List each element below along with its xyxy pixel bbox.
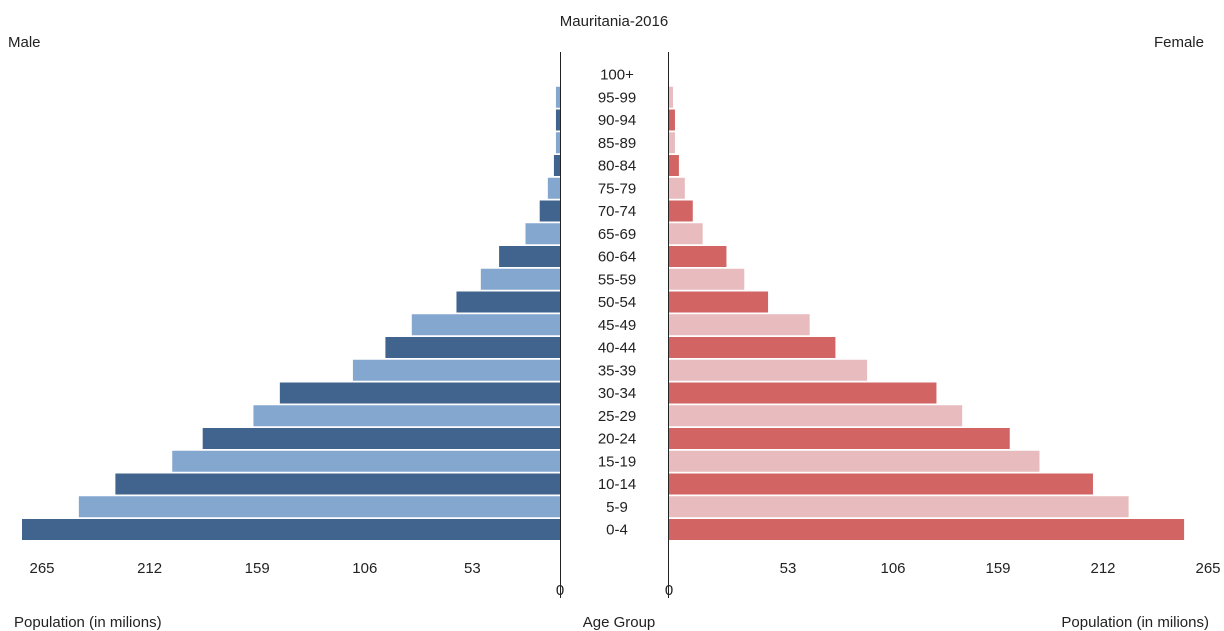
female-bar-55-59 (669, 268, 745, 290)
male-bar-45-49 (411, 314, 560, 336)
age-group-label: 60-64 (598, 249, 636, 266)
x-tick-label-right: 212 (1090, 560, 1115, 577)
male-bar-35-39 (352, 359, 560, 381)
female-bar-95-99 (669, 86, 673, 108)
x-tick-label-right: 106 (880, 560, 905, 577)
male-bar-30-34 (279, 382, 560, 404)
center-axis-label: Age Group (583, 614, 656, 631)
female-bar-80-84 (669, 155, 679, 176)
age-group-label: 50-54 (598, 294, 636, 311)
age-group-label: 70-74 (598, 203, 636, 220)
x-axis-label-right: Population (in milions) (1061, 614, 1209, 631)
female-bar-70-74 (669, 200, 693, 222)
male-bar-95-99 (555, 86, 560, 108)
x-tick-label-left: 53 (464, 560, 481, 577)
female-bar-60-64 (669, 246, 727, 267)
x-tick-label-left: 0 (556, 582, 564, 599)
female-bar-50-54 (669, 291, 769, 313)
x-tick-label-left: 265 (29, 560, 54, 577)
x-tick-label-right: 159 (985, 560, 1010, 577)
female-bar-10-14 (669, 473, 1093, 495)
male-bar-20-24 (202, 428, 560, 449)
female-bar-35-39 (669, 359, 868, 381)
male-bar-10-14 (115, 473, 561, 495)
x-tick-label-right: 53 (780, 560, 797, 577)
female-bar-90-94 (669, 109, 675, 131)
age-group-label: 5-9 (606, 499, 628, 516)
age-group-label: 95-99 (598, 89, 636, 106)
male-bar-70-74 (539, 200, 560, 222)
male-bar-65-69 (525, 223, 560, 245)
female-bar-0-4 (669, 519, 1185, 540)
age-group-label: 90-94 (598, 112, 636, 129)
female-bar-20-24 (669, 428, 1010, 449)
male-bar-80-84 (553, 155, 560, 176)
female-bar-25-29 (669, 405, 963, 427)
age-group-label: 45-49 (598, 317, 636, 334)
age-group-label: 0-4 (606, 522, 628, 539)
x-tick-label-right: 265 (1195, 560, 1220, 577)
female-bar-85-89 (669, 132, 675, 154)
female-bar-65-69 (669, 223, 703, 245)
age-group-label: 80-84 (598, 158, 636, 175)
male-bar-50-54 (456, 291, 560, 313)
male-label: Male (8, 34, 41, 51)
male-bar-25-29 (253, 405, 560, 427)
x-tick-label-left: 159 (245, 560, 270, 577)
age-group-label: 30-34 (598, 385, 636, 402)
x-tick-label-left: 212 (137, 560, 162, 577)
male-bar-75-79 (547, 177, 560, 199)
female-bar-5-9 (669, 496, 1129, 518)
age-group-label: 75-79 (598, 180, 636, 197)
x-tick-label-left: 106 (352, 560, 377, 577)
male-bar-40-44 (385, 337, 560, 358)
female-bar-40-44 (669, 337, 836, 358)
age-group-label: 10-14 (598, 476, 636, 493)
male-bar-90-94 (555, 109, 560, 131)
male-bar-55-59 (480, 268, 560, 290)
age-group-label: 40-44 (598, 340, 636, 357)
male-bar-60-64 (499, 246, 560, 267)
age-group-label: 15-19 (598, 453, 636, 470)
female-label: Female (1154, 34, 1204, 51)
x-tick-label-right: 0 (665, 582, 673, 599)
x-axis-label-left: Population (in milions) (14, 614, 162, 631)
female-bar-30-34 (669, 382, 937, 404)
chart-title: Mauritania-2016 (560, 13, 668, 30)
age-group-label: 65-69 (598, 226, 636, 243)
age-group-label: 55-59 (598, 271, 636, 288)
age-group-label: 20-24 (598, 431, 636, 448)
age-group-label: 35-39 (598, 362, 636, 379)
male-bar-5-9 (78, 496, 561, 518)
male-bar-0-4 (22, 519, 560, 540)
female-bar-75-79 (669, 177, 685, 199)
age-group-label: 85-89 (598, 135, 636, 152)
male-bar-85-89 (555, 132, 560, 154)
female-bar-45-49 (669, 314, 810, 336)
male-bar-15-19 (172, 450, 561, 472)
age-group-label: 25-29 (598, 408, 636, 425)
age-group-label: 100+ (600, 67, 634, 84)
female-bar-15-19 (669, 450, 1040, 472)
